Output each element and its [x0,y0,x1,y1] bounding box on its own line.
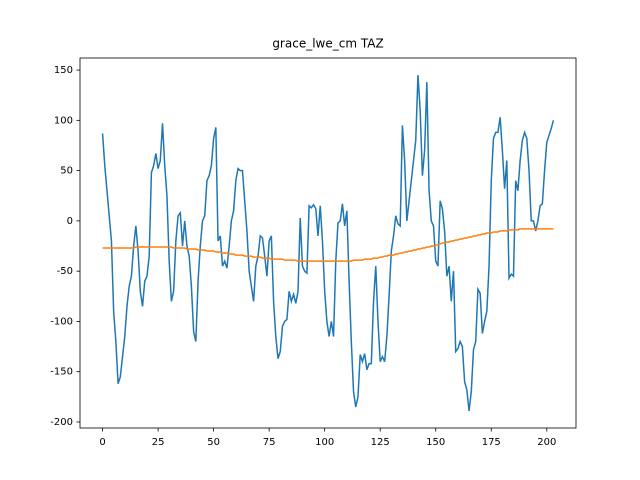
y-tick-label: 50 [60,166,73,177]
x-tick-label: 100 [315,437,334,448]
y-tick-label: -50 [57,266,73,277]
x-tick-label: 200 [537,437,556,448]
x-tick-label: 50 [207,437,220,448]
y-tick-label: 150 [54,65,73,76]
y-tick-label: -150 [50,367,73,378]
x-tick-label: 125 [371,437,390,448]
x-tick-label: 25 [152,437,165,448]
chart-title: grace_lwe_cm TAZ [272,37,383,51]
y-tick-label: -100 [50,316,73,327]
data-line [102,228,554,262]
data-line [101,75,555,411]
y-tick-label: -200 [50,417,73,428]
y-tick-label: 100 [54,115,73,126]
x-tick-label: 75 [263,437,276,448]
x-tick-label: 0 [99,437,105,448]
x-tick-label: 150 [426,437,445,448]
plot-frame [79,57,577,429]
y-tick-label: 0 [67,216,73,227]
x-tick-label: 175 [482,437,501,448]
